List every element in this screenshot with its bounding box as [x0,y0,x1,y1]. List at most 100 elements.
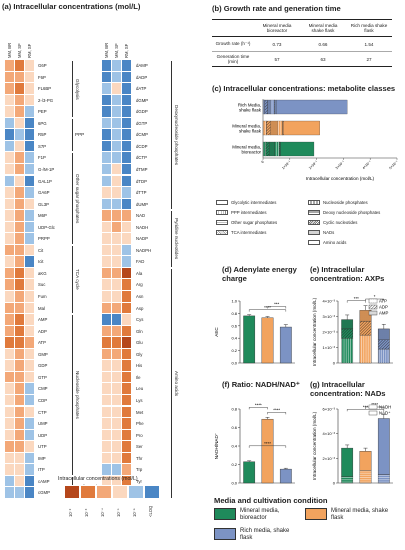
heatmap-cell [122,129,132,141]
left-group-label: Glycolysis [75,78,80,100]
heatmap-cell [25,360,35,372]
right-metabolite-label: Asn [136,294,144,299]
heatmap-cell [15,429,25,442]
right-metabolite-label: NAD [136,213,146,219]
significance-bracket [346,409,385,412]
condition-label-mm-sf: Mineral media, shake flask [331,508,389,521]
heatmap-cell [25,94,35,107]
right-metabolite-label: Gly [136,351,143,357]
y-axis-label: AEC [214,327,219,337]
legend-swatch-other-sugar [216,220,228,225]
group-bracket [72,245,73,314]
right-metabolite-label: Pro [136,432,143,438]
heatmap-cell [102,464,112,476]
heatmap-cell [25,267,35,280]
heatmap-cell [15,452,25,465]
bar-pattern [341,476,353,483]
x-tick-label: 4×10⁻¹ [362,159,373,170]
heatmap-cell [112,256,122,268]
heatmap-cell [5,418,15,430]
left-metabolite-label: Suc [38,282,46,288]
heatmap-cell [15,441,25,453]
heatmap-cell [112,371,122,384]
y-tick-label: 0.2 [231,348,237,353]
heatmap-cell [5,337,15,349]
heatmap-cell [102,291,112,303]
right-metabolite-label: dCDP [136,143,148,149]
heatmap-cell [122,429,132,442]
column-header: MM, SF [114,43,119,58]
heatmap-cell [25,279,35,291]
segment-pattern [263,100,265,114]
heatmap-cell [5,71,15,84]
left-metabolite-label: CMP [38,386,48,392]
left-metabolite-label: PRPP [38,236,50,242]
bar-pattern [378,349,390,363]
segment-pattern [270,121,278,135]
y-tick-label: 1×10⁻³ [323,345,336,350]
legend-label: Deoxy nucleoside phosphates [323,210,381,215]
right-metabolite-label: Tyr [136,478,142,484]
heatmap-cell [5,429,15,442]
column-header: RM, SF [27,43,32,58]
heatmap-cell [5,152,15,164]
right-metabolite-label: Phe [136,421,144,427]
heatmap-cell [122,210,132,222]
heatmap-cell [5,291,15,303]
heatmap-cell [122,337,132,349]
right-metabolite-label: Leu [136,386,144,392]
heatmap-cell [15,279,25,291]
heatmap-cell [122,291,132,303]
heatmap-cell [112,83,122,95]
heatmap-cell [112,302,122,315]
heatmap-cell [112,279,122,291]
y-axis-label: NADH/NAD⁺ [214,432,219,459]
left-group-label: TCA cycle [75,269,80,290]
heatmap-cell [25,383,35,395]
heatmap-cell [112,325,122,338]
heatmap-cell [15,233,25,245]
heatmap-cell [102,94,112,107]
heatmap-cell [15,83,25,95]
heatmap-cell [25,406,35,419]
heatmap-cell [122,244,132,257]
group-bracket [72,61,73,117]
heatmap-cell [5,175,15,188]
heatmap-cell [112,175,122,188]
heatmap-cell [15,256,25,268]
significance-bracket [248,407,268,410]
column-header: MM, SF [17,43,22,58]
right-metabolite-label: NADP [136,236,148,242]
heatmap-cell [102,279,112,291]
heatmap-cell [5,475,15,488]
left-metabolite-label: UMP [38,421,48,427]
y-tick-label: 0 [333,481,336,486]
heatmap-cell [25,71,35,84]
condition-swatch-mm-sf [305,508,327,520]
left-metabolite-label: Cit [38,247,44,253]
heatmap-cell [15,210,25,222]
significance-bracket [248,309,287,312]
significance-bracket [248,445,287,448]
right-metabolite-label: dGTP [136,120,148,126]
growth-value: 0.66 [300,36,346,52]
left-metabolite-label: 6PG [38,120,47,126]
segment-pattern [264,100,268,114]
heatmap-cell [5,140,15,153]
heatmap-cell [112,337,122,349]
heatmap-cell [112,244,122,257]
left-group-label: Other sugar phosphates [75,173,80,224]
heatmap-legend-title: Intracellular concentrations (mol/L) [58,476,138,482]
bar-pattern [378,339,390,350]
right-metabolite-label: NADH [136,224,149,230]
heatmap-cell [102,406,112,419]
heatmap-cell [112,383,122,395]
heatmap: MM, BR MM, SF RM, SF MM, BR MM, SF RM, SF G6P F… [5,43,179,499]
heatmap-cell [122,406,132,419]
y-tick-label: 4×10⁻³ [323,299,336,304]
heatmap-cell [102,198,112,211]
legend-label: Other sugar phosphates [231,220,278,225]
column-header: RM, SF [124,43,129,58]
heatmap-cell [5,452,15,465]
heatmap-cell [5,302,15,315]
